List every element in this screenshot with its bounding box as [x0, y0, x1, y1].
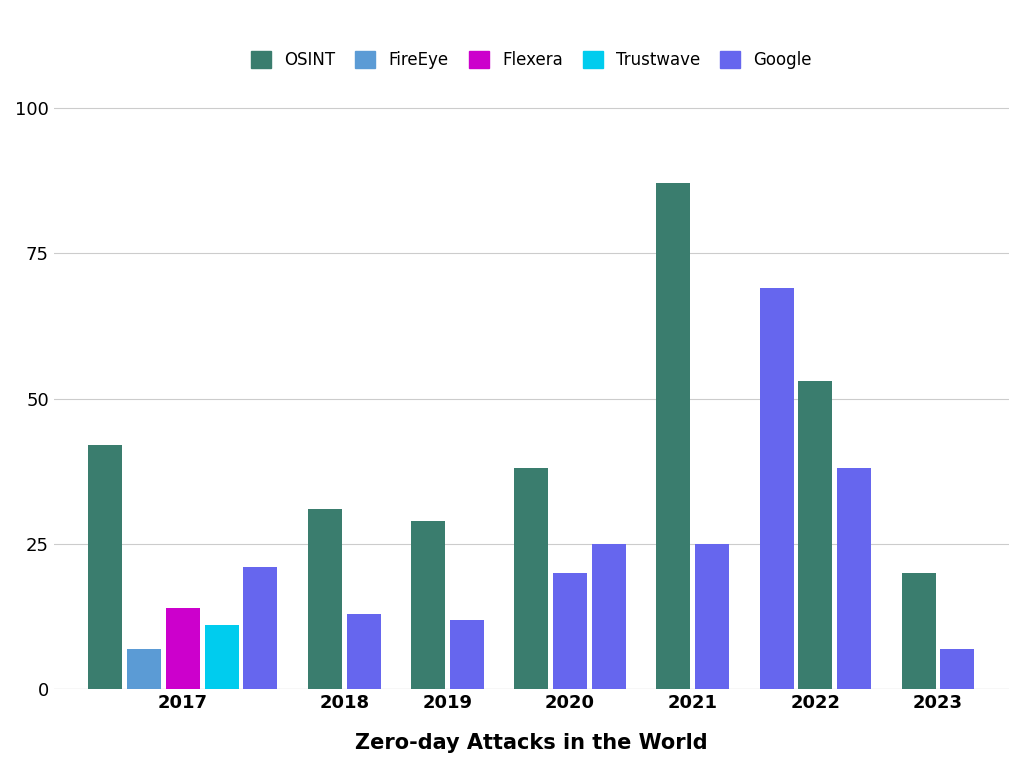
- Bar: [127, 649, 161, 690]
- Bar: [901, 573, 936, 690]
- Bar: [205, 625, 239, 690]
- Bar: [837, 468, 871, 690]
- Bar: [88, 445, 123, 690]
- Bar: [940, 649, 975, 690]
- X-axis label: Zero-day Attacks in the World: Zero-day Attacks in the World: [355, 733, 708, 753]
- Bar: [592, 544, 626, 690]
- Bar: [244, 568, 278, 690]
- Bar: [553, 573, 587, 690]
- Bar: [411, 521, 445, 690]
- Legend: OSINT, FireEye, Flexera, Trustwave, Google: OSINT, FireEye, Flexera, Trustwave, Goog…: [244, 45, 819, 76]
- Bar: [799, 381, 833, 690]
- Bar: [760, 288, 794, 690]
- Bar: [450, 620, 484, 690]
- Bar: [695, 544, 729, 690]
- Bar: [308, 509, 342, 690]
- Bar: [514, 468, 549, 690]
- Bar: [166, 608, 200, 690]
- Bar: [346, 614, 381, 690]
- Bar: [656, 184, 690, 690]
